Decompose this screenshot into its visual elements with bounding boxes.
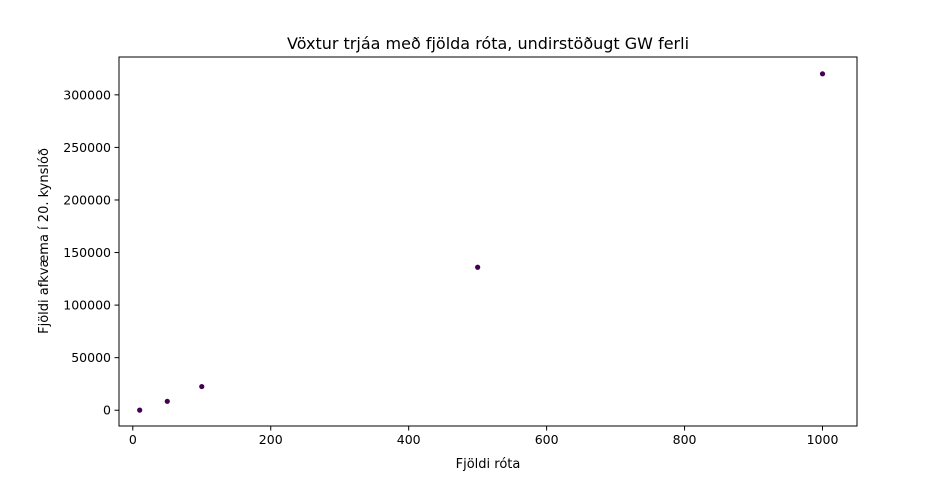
data-points — [137, 71, 826, 413]
data-point — [199, 383, 205, 390]
data-point — [819, 71, 826, 77]
x-axis-label: Fjöldi róta — [456, 457, 521, 472]
plot-area — [118, 56, 858, 427]
x-tick-label: 600 — [535, 432, 559, 447]
data-point — [475, 264, 481, 270]
chart-title: Vöxtur trjáa með fjölda róta, undirstöðu… — [287, 34, 689, 53]
x-tick-label: 400 — [397, 432, 421, 447]
x-tick-label: 1000 — [807, 432, 839, 447]
y-tick-label: 50000 — [71, 350, 111, 365]
y-axis-label: Fjöldi afkvæma í 20. kynslóð — [37, 148, 52, 334]
x-tick-label: 800 — [673, 432, 697, 447]
x-tick-label: 200 — [259, 432, 283, 447]
x-axis-ticks: 0 200 400 600 800 1000 — [129, 426, 839, 447]
y-tick-label: 200000 — [63, 192, 111, 207]
x-tick-label: 0 — [129, 432, 137, 447]
y-tick-label: 150000 — [63, 245, 111, 260]
data-point — [164, 398, 170, 404]
y-tick-label: 300000 — [63, 87, 111, 102]
y-axis-ticks: 0 50000 100000 150000 200000 250000 300000 — [63, 87, 119, 418]
y-tick-label: 250000 — [63, 140, 111, 155]
y-tick-label: 100000 — [63, 298, 111, 313]
data-point — [137, 407, 143, 413]
y-tick-label: 0 — [103, 403, 111, 418]
